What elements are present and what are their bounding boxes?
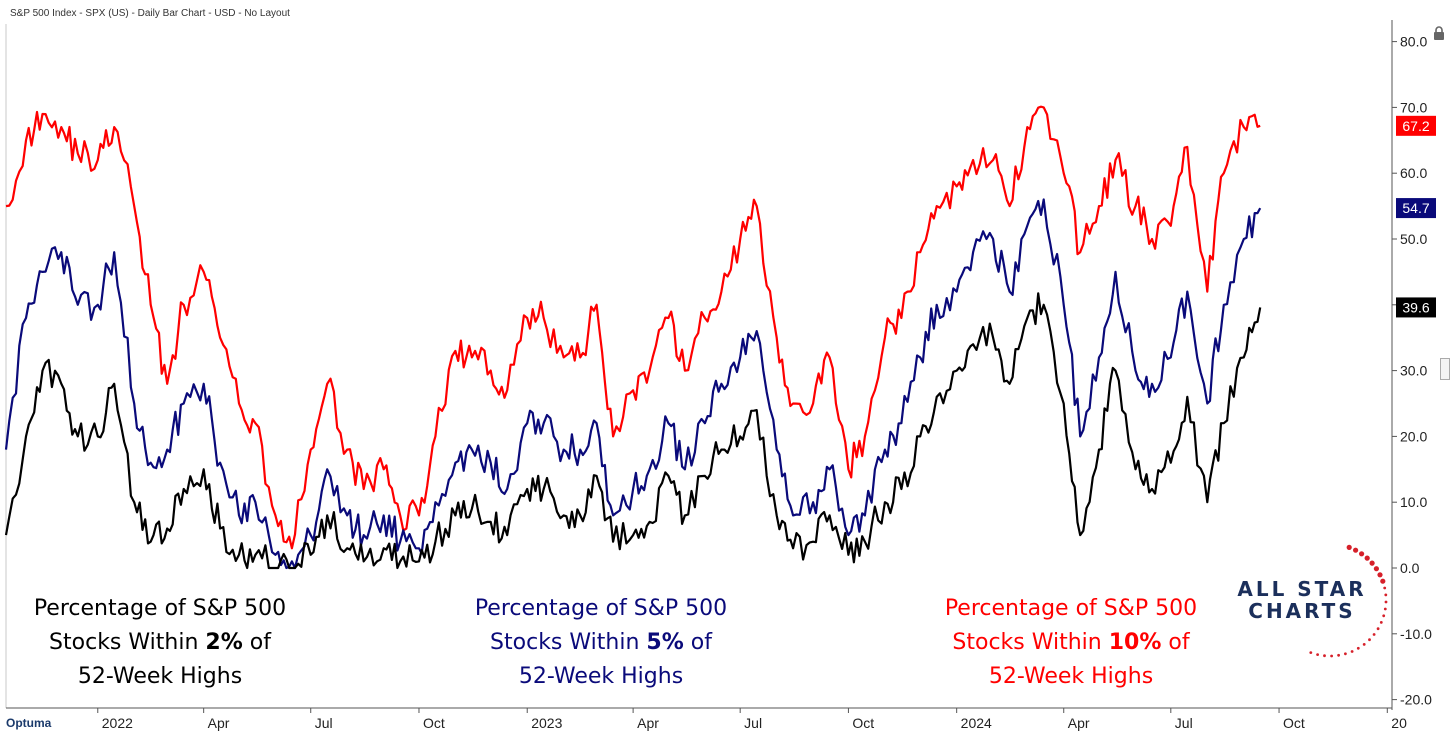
annotation-pct10-line1: Percentage of S&P 500 [944,596,1198,621]
brand-star-dot [1323,654,1326,658]
brand-star-dot [1362,643,1366,646]
brand-star-dot [1330,654,1333,658]
x-tick-label: 2024 [961,715,992,731]
y-tick-label: 80.0 [1400,34,1427,50]
annotation-pct10-bold: 10% [1108,630,1162,655]
annotation-pct2-mid: Stocks Within [49,630,206,655]
last-value-label-pct5: 54.7 [1402,200,1429,216]
x-tick-label: Oct [852,715,874,731]
brand-star-dot [1372,633,1376,636]
x-tick-label: 2023 [531,715,562,731]
annotation-pct2-suffix: of [242,630,271,655]
brand-star-dot [1359,551,1365,557]
brand-line1: ALL STAR [1237,577,1367,601]
x-tick-label: Oct [423,715,445,731]
x-tick-label: 20 [1391,715,1407,731]
x-tick-label: Oct [1283,715,1305,731]
last-value-label-pct10: 67.2 [1402,118,1429,134]
series-line-pct2 [4,292,1262,570]
y-tick-label: -20.0 [1400,692,1432,708]
brand-star-dot [1350,650,1354,653]
annotation-pct5-line3: 52-Week Highs [518,664,684,689]
annotation-pct5-line1: Percentage of S&P 500 [474,596,728,621]
brand-line2: CHARTS [1248,599,1356,623]
axis-scroll-handle[interactable] [1440,358,1450,380]
x-tick-label: Apr [208,715,230,731]
brand-star-dot [1364,555,1370,561]
brand-star-dot [1380,578,1386,584]
annotation-pct10: Percentage of S&P 500 Stocks Within 10% … [928,592,1214,694]
annotation-pct2: Percentage of S&P 500 Stocks Within 2% o… [20,592,300,694]
brand-star-dot [1382,614,1386,618]
brand-star-dot [1373,566,1379,572]
brand-logo: ALL STAR CHARTS [1232,578,1372,622]
y-tick-label: 10.0 [1400,494,1427,510]
last-value-badge-pct5 [1396,198,1436,219]
x-tick-label: Apr [1068,715,1090,731]
brand-star-dot [1376,627,1380,631]
y-tick-label: 20.0 [1400,428,1427,444]
annotation-pct10-line3: 52-Week Highs [988,664,1154,689]
x-tick-label: Apr [637,715,659,731]
brand-star-dot [1383,607,1387,611]
brand-star-dot [1368,638,1371,642]
optuma-logo-text: Optuma [6,716,52,730]
annotation-pct5-mid: Stocks Within [490,630,647,655]
brand-star-dot [1369,560,1375,566]
annotation-pct10-mid: Stocks Within [952,630,1109,655]
brand-star-dot [1346,544,1352,551]
last-value-badge-pct10 [1396,115,1436,136]
optuma-logo: Optuma [6,716,51,730]
y-tick-label: 70.0 [1400,99,1427,115]
annotation-pct2-bold: 2% [205,630,243,655]
annotation-pct5: Percentage of S&P 500 Stocks Within 5% o… [458,592,744,694]
brand-star-dot [1384,600,1388,604]
brand-star-dot [1383,586,1387,590]
brand-star-dot [1377,572,1383,578]
annotation-pct10-suffix: of [1161,630,1190,655]
series-line-pct10 [5,105,1261,550]
brand-star-dot [1353,547,1359,553]
x-tick-label: Jul [1175,715,1193,731]
annotation-pct5-bold: 5% [646,630,684,655]
annotation-pct2-line3: 52-Week Highs [77,664,243,689]
brand-star-dot [1379,621,1383,624]
x-tick-label: 2022 [102,715,133,731]
y-tick-label: 60.0 [1400,165,1427,181]
brand-star-dot [1316,653,1319,656]
annotation-pct5-suffix: of [683,630,712,655]
chart-header-title: S&P 500 Index - SPX (US) - Daily Bar Cha… [10,8,290,19]
last-value-badge-pct2 [1396,297,1436,318]
y-tick-label: -10.0 [1400,626,1432,642]
series-line-pct5 [4,198,1262,570]
y-tick-label: 50.0 [1400,231,1427,247]
y-tick-label: 30.0 [1400,363,1427,379]
annotation-pct2-line1: Percentage of S&P 500 [33,596,287,621]
brand-star-dot [1356,646,1360,650]
brand-star-dot [1337,653,1340,657]
x-tick-label: Jul [744,715,762,731]
x-tick-label: Jul [315,715,333,731]
y-tick-label: 0.0 [1400,560,1420,576]
brand-star-dot [1309,651,1313,654]
lock-icon[interactable] [1432,26,1446,40]
last-value-label-pct2: 39.6 [1402,299,1429,315]
brand-star-dot [1384,593,1388,597]
brand-star-dot [1344,652,1347,656]
